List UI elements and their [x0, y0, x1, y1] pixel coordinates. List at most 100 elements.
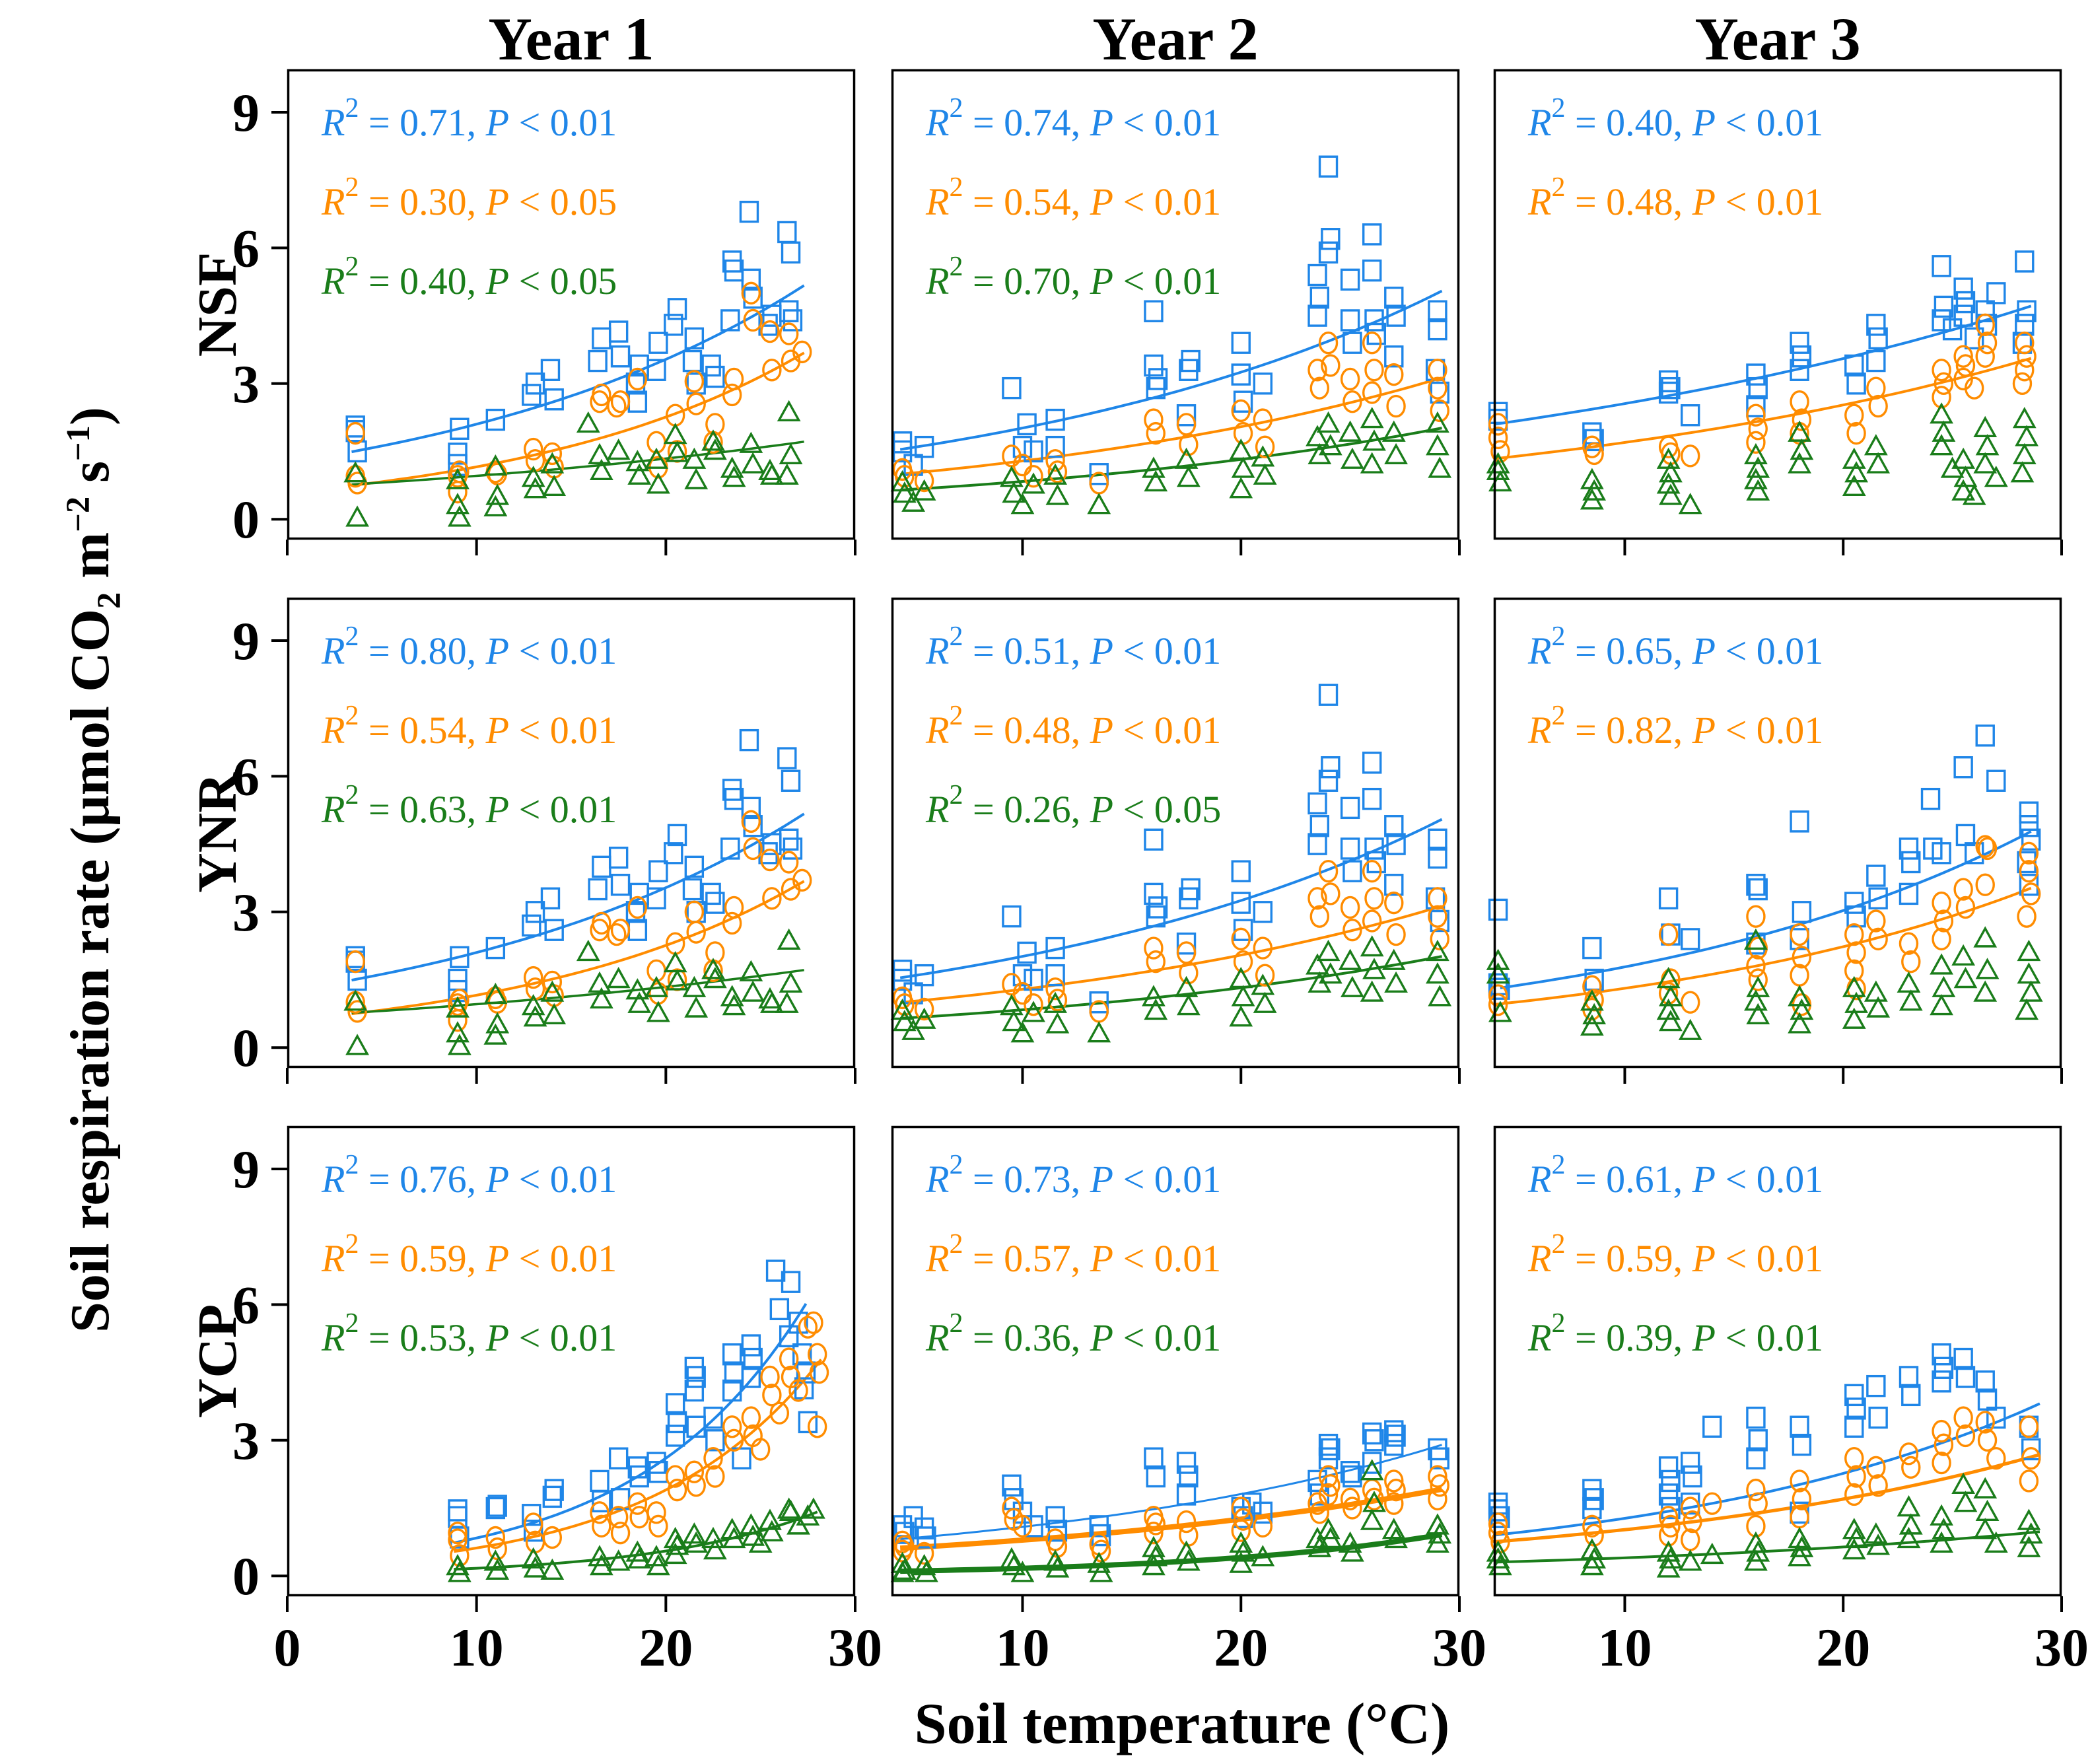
- data-point-triangle: [890, 998, 915, 1020]
- data-point-square: [1384, 287, 1404, 309]
- data-point-triangle: [1384, 442, 1408, 465]
- data-point-triangle: [1744, 928, 1768, 950]
- data-point-triangle: [576, 939, 600, 962]
- data-point-triangle: [779, 1499, 803, 1522]
- data-point-triangle: [2019, 980, 2043, 1002]
- data-point-square: [1176, 1483, 1197, 1506]
- data-point-square: [1362, 259, 1382, 282]
- data-point-square: [608, 1447, 629, 1469]
- annotation-r2-orange: R2 = 0.59, P < 0.01: [321, 1229, 617, 1280]
- data-point-circle: [1746, 1478, 1766, 1502]
- data-point-triangle: [1930, 1531, 1953, 1553]
- data-point-triangle: [1002, 1553, 1026, 1576]
- data-point-square: [540, 359, 561, 381]
- data-point-triangle: [1866, 1534, 1891, 1555]
- annotation-r2-orange: R2 = 0.59, P < 0.01: [1527, 1229, 1823, 1280]
- annotation-r2-blue: R2 = 0.71, P < 0.01: [321, 93, 617, 144]
- data-point-circle: [1953, 1406, 1973, 1429]
- fit-curve-orange: [899, 1487, 1443, 1551]
- data-point-square: [1045, 964, 1065, 987]
- data-point-square: [1683, 1465, 1702, 1488]
- data-point-triangle: [589, 1553, 613, 1576]
- data-point-square: [1975, 724, 1995, 747]
- data-point-circle: [1932, 891, 1951, 915]
- data-point-triangle: [1932, 975, 1956, 997]
- data-point-square: [1746, 1447, 1766, 1469]
- data-point-triangle: [1010, 1021, 1035, 1043]
- data-point-square: [588, 878, 608, 901]
- data-point-square: [703, 1406, 723, 1429]
- data-point-square: [1702, 1415, 1722, 1438]
- data-point-square: [1932, 1343, 1951, 1366]
- data-point-triangle: [485, 483, 510, 505]
- data-point-square: [1384, 815, 1404, 837]
- data-point-circle: [1428, 376, 1447, 400]
- data-point-triangle: [912, 1553, 936, 1576]
- series-blue-squares: [345, 728, 803, 1003]
- data-point-triangle: [1089, 1561, 1113, 1582]
- data-point-square: [684, 327, 705, 350]
- data-point-triangle: [483, 1549, 508, 1571]
- data-point-square: [525, 372, 545, 395]
- data-point-triangle: [523, 477, 547, 499]
- annotation-r2-orange: R2 = 0.30, P < 0.05: [321, 172, 617, 223]
- data-point-triangle: [483, 982, 508, 1005]
- panel-svg: R2 = 0.73, P < 0.01 R2 = 0.57, P < 0.01 R2…: [890, 1125, 1486, 1677]
- data-point-triangle: [1362, 1491, 1386, 1512]
- data-point-square: [741, 268, 761, 291]
- data-point-circle: [2021, 882, 2041, 905]
- data-point-circle: [1792, 946, 1812, 969]
- data-point-square: [540, 887, 561, 909]
- data-point-square: [1364, 309, 1384, 332]
- data-point-triangle: [2017, 1508, 2041, 1530]
- data-point-triangle: [1045, 1556, 1070, 1578]
- data-point-square: [2019, 874, 2039, 896]
- data-point-square: [1231, 860, 1251, 882]
- series-blue-squares: [345, 200, 803, 476]
- fit-curve-blue: [900, 1444, 1442, 1540]
- data-point-circle: [592, 911, 611, 935]
- data-point-triangle: [1951, 944, 1976, 966]
- data-point-square: [1986, 769, 2006, 792]
- data-point-triangle: [1700, 1542, 1724, 1565]
- data-point-square: [1582, 936, 1602, 960]
- data-point-circle: [1658, 981, 1679, 1005]
- data-point-triangle: [446, 996, 470, 1018]
- data-point-circle: [760, 1365, 780, 1389]
- data-point-triangle: [1580, 468, 1604, 489]
- data-point-triangle: [1930, 434, 1953, 456]
- data-point-circle: [1047, 460, 1068, 483]
- data-point-square: [1384, 1433, 1404, 1456]
- data-point-square: [544, 388, 564, 411]
- data-point-square: [448, 968, 468, 991]
- data-point-circle: [608, 1505, 629, 1529]
- data-point-square: [777, 747, 797, 769]
- data-point-triangle: [1229, 1551, 1253, 1573]
- y-tick-label: 3: [232, 1411, 260, 1471]
- data-point-square: [1430, 381, 1449, 404]
- annotation-r2-orange: R2 = 0.57, P < 0.01: [925, 1229, 1221, 1280]
- data-point-square: [1790, 332, 1809, 354]
- data-point-square: [592, 855, 611, 878]
- data-point-square: [1430, 909, 1449, 933]
- data-point-circle: [1680, 444, 1700, 468]
- data-point-triangle: [627, 463, 652, 485]
- data-point-square: [1342, 860, 1362, 882]
- data-point-triangle: [1428, 985, 1452, 1006]
- data-point-circle: [1934, 1433, 1954, 1456]
- data-point-circle: [523, 437, 543, 461]
- data-point-circle: [1866, 376, 1886, 400]
- data-point-square: [648, 332, 668, 354]
- panel-border: [1493, 597, 2062, 1069]
- data-point-circle: [542, 970, 563, 994]
- data-point-square: [1231, 892, 1251, 914]
- data-point-circle: [1953, 878, 1973, 901]
- data-point-triangle: [912, 479, 936, 501]
- plot-panel-ycp-year-3: R2 = 0.61, P < 0.01 R2 = 0.59, P < 0.01 R2…: [1486, 1125, 2089, 1677]
- data-point-square: [646, 359, 666, 381]
- data-point-triangle: [606, 438, 631, 460]
- data-point-circle: [523, 1512, 543, 1535]
- data-point-triangle: [1844, 1526, 1868, 1549]
- data-point-square: [1364, 1429, 1384, 1452]
- data-point-triangle: [521, 994, 545, 1016]
